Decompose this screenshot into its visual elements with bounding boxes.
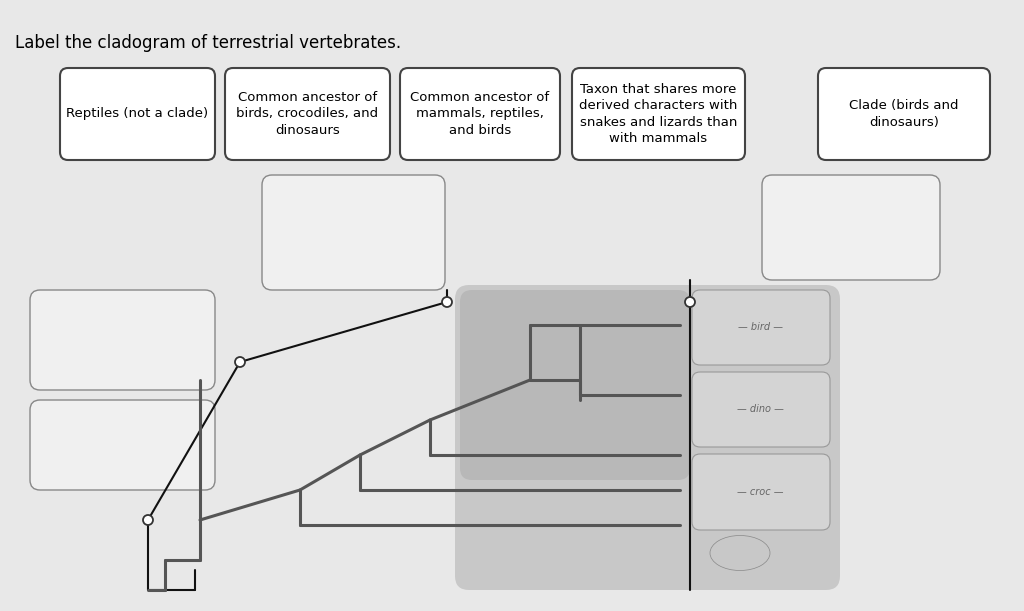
FancyBboxPatch shape bbox=[455, 285, 840, 590]
FancyBboxPatch shape bbox=[30, 290, 215, 390]
Text: Reptiles (not a clade): Reptiles (not a clade) bbox=[67, 108, 209, 120]
FancyBboxPatch shape bbox=[262, 175, 445, 290]
Text: Taxon that shares more
derived characters with
snakes and lizards than
with mamm: Taxon that shares more derived character… bbox=[580, 82, 737, 145]
FancyBboxPatch shape bbox=[60, 68, 215, 160]
Text: Clade (birds and
dinosaurs): Clade (birds and dinosaurs) bbox=[849, 99, 958, 129]
Circle shape bbox=[442, 297, 452, 307]
Ellipse shape bbox=[710, 535, 770, 571]
FancyBboxPatch shape bbox=[30, 400, 215, 490]
FancyBboxPatch shape bbox=[460, 290, 690, 480]
Text: Common ancestor of
mammals, reptiles,
and birds: Common ancestor of mammals, reptiles, an… bbox=[411, 91, 550, 137]
Text: — croc —: — croc — bbox=[736, 487, 783, 497]
FancyBboxPatch shape bbox=[818, 68, 990, 160]
FancyBboxPatch shape bbox=[762, 175, 940, 280]
FancyBboxPatch shape bbox=[225, 68, 390, 160]
FancyBboxPatch shape bbox=[692, 372, 830, 447]
FancyBboxPatch shape bbox=[692, 454, 830, 530]
Text: — dino —: — dino — bbox=[736, 404, 783, 414]
Circle shape bbox=[685, 297, 695, 307]
FancyBboxPatch shape bbox=[400, 68, 560, 160]
Circle shape bbox=[234, 357, 245, 367]
FancyBboxPatch shape bbox=[692, 290, 830, 365]
Circle shape bbox=[143, 515, 153, 525]
Text: Label the cladogram of terrestrial vertebrates.: Label the cladogram of terrestrial verte… bbox=[15, 34, 401, 52]
Text: Common ancestor of
birds, crocodiles, and
dinosaurs: Common ancestor of birds, crocodiles, an… bbox=[237, 91, 379, 137]
FancyBboxPatch shape bbox=[572, 68, 745, 160]
Text: — bird —: — bird — bbox=[737, 322, 782, 332]
